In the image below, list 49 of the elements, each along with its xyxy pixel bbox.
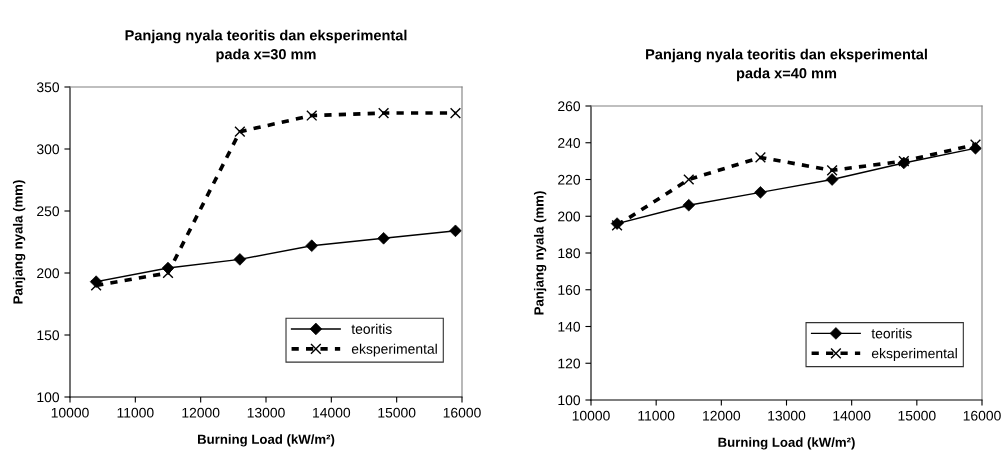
chart-title: Panjang nyala teoritis dan eksperimental pada x=30 mm: [125, 29, 407, 63]
x-tick-label: 12000: [182, 407, 220, 418]
point: [969, 139, 982, 151]
point: [90, 279, 102, 291]
x-tick-label: 15000: [898, 410, 936, 421]
x-tick-label: 12000: [703, 410, 741, 421]
x-tick-label: 11000: [638, 410, 675, 421]
y-tick-label: 100: [37, 392, 60, 403]
y-tick-label: 180: [558, 248, 581, 259]
x-tick-label: 14000: [833, 410, 871, 421]
x-tick-label: 13000: [247, 407, 285, 418]
x-tick-label: 16000: [963, 410, 1001, 421]
y-tick-label: 100: [558, 395, 581, 406]
legend-label: teoritis: [351, 323, 392, 334]
legend-label: eksperimental: [351, 343, 437, 357]
x-tick-label: 11000: [117, 407, 154, 418]
y-tick-label: 260: [558, 101, 581, 112]
y-tick-label: 200: [37, 268, 60, 279]
x-tick-label: 15000: [378, 407, 416, 418]
point: [162, 267, 174, 279]
y-axis-title: Panjang nyala (mm): [12, 180, 26, 304]
x-axis-title: Burning Load (kW/m²): [197, 434, 335, 447]
y-tick-label: 140: [558, 321, 581, 332]
y-axis-title: Panjang nyala (mm): [533, 191, 547, 315]
y-tick-label: 240: [558, 138, 581, 148]
y-tick-label: 120: [558, 358, 581, 369]
x-tick-label: 10000: [51, 407, 89, 418]
y-tick-label: 220: [558, 174, 581, 185]
point: [754, 151, 766, 164]
y-tick-label: 150: [37, 330, 60, 341]
x-tick-label: 13000: [768, 410, 806, 421]
legend-label: teoritis: [871, 328, 912, 339]
legend-label: eksperimental: [871, 348, 957, 362]
y-tick-label: 200: [558, 211, 581, 222]
point: [449, 107, 462, 119]
x-tick-label: 14000: [313, 407, 351, 418]
point: [683, 173, 695, 186]
y-tick-label: 250: [37, 206, 60, 217]
y-tick-label: 160: [558, 285, 581, 295]
point: [234, 126, 246, 138]
y-tick-label: 300: [36, 144, 60, 155]
point: [306, 109, 318, 122]
x-axis-title: Burning Load (kW/m²): [718, 437, 855, 450]
y-tick-label: 350: [36, 82, 60, 93]
x-tick-label: 10000: [572, 410, 610, 421]
point: [826, 164, 838, 176]
chart-title: Panjang nyala teoritis dan eksperimental pada x=40 mm: [646, 48, 927, 82]
point: [378, 107, 390, 119]
x-tick-label: 16000: [443, 407, 481, 418]
